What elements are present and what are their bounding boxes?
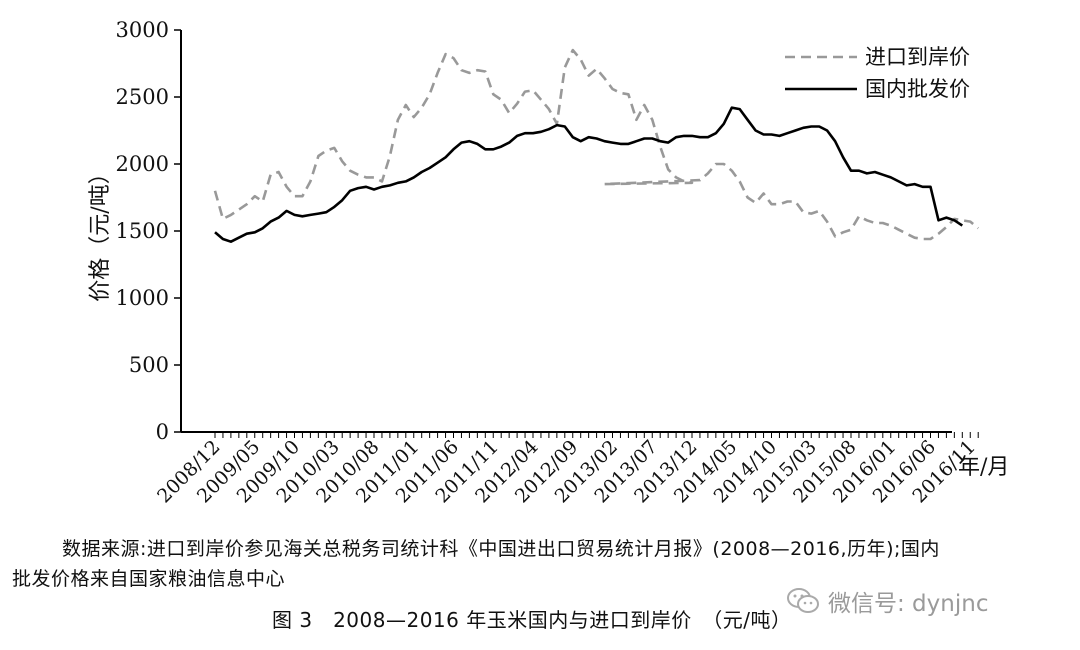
series-line-domestic-price [214, 106, 964, 243]
series-line-imported-price [213, 48, 980, 241]
y-tick-label: 3000 [116, 18, 169, 42]
y-tick-label: 2500 [116, 85, 169, 109]
y-tick-label: 1500 [116, 219, 169, 243]
y-axis-label: 价格（元/吨） [88, 162, 113, 301]
y-tick-label: 0 [156, 420, 169, 444]
y-tick-label: 1000 [116, 286, 169, 310]
y-tick-label: 2000 [116, 152, 169, 176]
data-source-note: 数据来源:进口到岸价参见海关总税务司统计科《中国进出口贸易统计月报》(2008—… [12, 534, 1062, 594]
figure-caption: 图 3 2008—2016 年玉米国内与进口到岸价 （元/吨） [272, 608, 792, 632]
data-source-line-1: 数据来源:进口到岸价参见海关总税务司统计科《中国进出口贸易统计月报》(2008—… [62, 538, 940, 560]
legend: 进口到岸价 国内批发价 [785, 45, 970, 101]
watermark-text: 微信号: dynjnc [828, 591, 989, 617]
data-source-line-2: 批发价格来自国家粮油信息中心 [12, 568, 286, 590]
y-tick-label: 500 [129, 353, 169, 377]
series-layer [213, 48, 980, 243]
wechat-icon [787, 588, 819, 613]
legend-label-imported: 进口到岸价 [865, 45, 970, 69]
legend-label-domestic: 国内批发价 [865, 77, 970, 101]
wechat-watermark: 微信号: dynjnc [786, 584, 988, 618]
x-axis-label: 年/月 [958, 455, 1009, 480]
